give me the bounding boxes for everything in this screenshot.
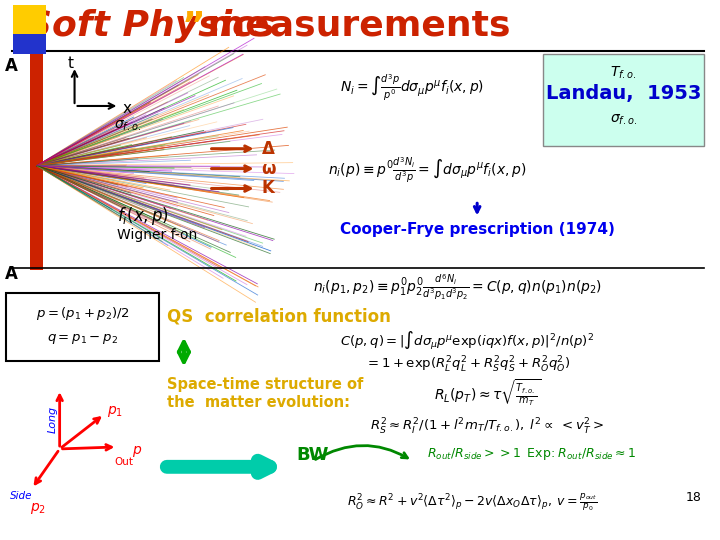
- Text: $= 1 + \exp(R_L^2 q_L^2 + R_S^2 q_S^2 + R_O^2 q_O^2)$: $= 1 + \exp(R_L^2 q_L^2 + R_S^2 q_S^2 + …: [364, 354, 570, 375]
- Text: $p$: $p$: [132, 444, 143, 460]
- Text: Δ: Δ: [261, 140, 274, 158]
- Text: Soft Physics: Soft Physics: [26, 9, 275, 43]
- Text: $R_O^2 \approx R^2 + v^2\langle\Delta\tau^2\rangle_p - 2v\langle\Delta x_O\Delta: $R_O^2 \approx R^2 + v^2\langle\Delta\ta…: [347, 491, 598, 512]
- Text: ω: ω: [261, 160, 276, 178]
- Text: the  matter evolution:: the matter evolution:: [167, 395, 350, 410]
- Text: QS  correlation function: QS correlation function: [167, 308, 391, 326]
- Text: Long: Long: [48, 406, 58, 433]
- Bar: [30, 53, 42, 270]
- Text: $q=p_1-p_2$: $q=p_1-p_2$: [47, 332, 118, 346]
- Text: ”: ”: [182, 10, 206, 44]
- Text: Out: Out: [114, 457, 133, 467]
- Text: Landau,  1953: Landau, 1953: [546, 84, 701, 103]
- Text: $n_i(p_1,p_2) \equiv p_1^0 p_2^0 \frac{d^6 N_i}{d^3p_1 d^3p_2} = C(p,q)n(p_1)n(p: $n_i(p_1,p_2) \equiv p_1^0 p_2^0 \frac{d…: [312, 272, 602, 302]
- Text: Space-time structure of: Space-time structure of: [167, 377, 364, 393]
- Text: Side: Side: [10, 491, 32, 501]
- Text: t: t: [68, 56, 73, 71]
- Text: measurements: measurements: [195, 9, 510, 43]
- Text: Wigner f-on: Wigner f-on: [117, 228, 197, 242]
- Bar: [13, 35, 46, 55]
- Text: Cooper-Frye prescription (1974): Cooper-Frye prescription (1974): [340, 222, 615, 237]
- Text: BW: BW: [296, 446, 329, 464]
- Text: $R_S^2 \approx R_I^2/(1+l^2 m_T/T_{f.o.}),\; l^2 \propto\; <v_T^2>$: $R_S^2 \approx R_I^2/(1+l^2 m_T/T_{f.o.}…: [370, 417, 604, 437]
- Text: $p_1$: $p_1$: [107, 404, 123, 418]
- Bar: [13, 4, 46, 35]
- Text: $R_L(p_T) \approx \tau \sqrt{\frac{T_{f.o.}}{m_T}}$: $R_L(p_T) \approx \tau \sqrt{\frac{T_{f.…: [433, 377, 541, 408]
- Text: $R_{out}/R_{side} >> 1\;\;$Exp:$\; R_{out}/R_{side} \approx 1$: $R_{out}/R_{side} >> 1\;\;$Exp:$\; R_{ou…: [428, 446, 637, 462]
- Text: K: K: [261, 179, 274, 198]
- Text: A: A: [5, 265, 18, 283]
- Text: “: “: [13, 10, 37, 44]
- Text: $n_i(p) \equiv p^0 \frac{d^3 N_i}{d^3 p} = \int d\sigma_\mu p^\mu f_i(x,p)$: $n_i(p) \equiv p^0 \frac{d^3 N_i}{d^3 p}…: [328, 156, 527, 185]
- Text: $p=(p_1+p_2)/2$: $p=(p_1+p_2)/2$: [35, 305, 130, 322]
- Text: 18: 18: [686, 491, 702, 504]
- Text: $\sigma_{f.o.}$: $\sigma_{f.o.}$: [610, 113, 637, 127]
- Text: $T_{f.o.}$: $T_{f.o.}$: [610, 64, 636, 80]
- Text: $p_2$: $p_2$: [30, 501, 46, 516]
- FancyBboxPatch shape: [543, 55, 703, 146]
- Text: $N_i = \int \frac{d^3p}{p^0} d\sigma_\mu p^\mu f_i(x,p)$: $N_i = \int \frac{d^3p}{p^0} d\sigma_\mu…: [341, 73, 485, 103]
- Text: $\sigma_{f.o.}$: $\sigma_{f.o.}$: [114, 119, 141, 133]
- Text: $C(p,q) = |\int d\sigma_\mu p^\mu \exp(iqx) f(x,p)|^2 /n(p)^2$: $C(p,q) = |\int d\sigma_\mu p^\mu \exp(i…: [340, 329, 594, 352]
- Text: x: x: [122, 102, 131, 117]
- FancyBboxPatch shape: [6, 293, 159, 361]
- Text: $f_i(x, p)$: $f_i(x, p)$: [117, 205, 169, 227]
- Text: A: A: [5, 57, 18, 75]
